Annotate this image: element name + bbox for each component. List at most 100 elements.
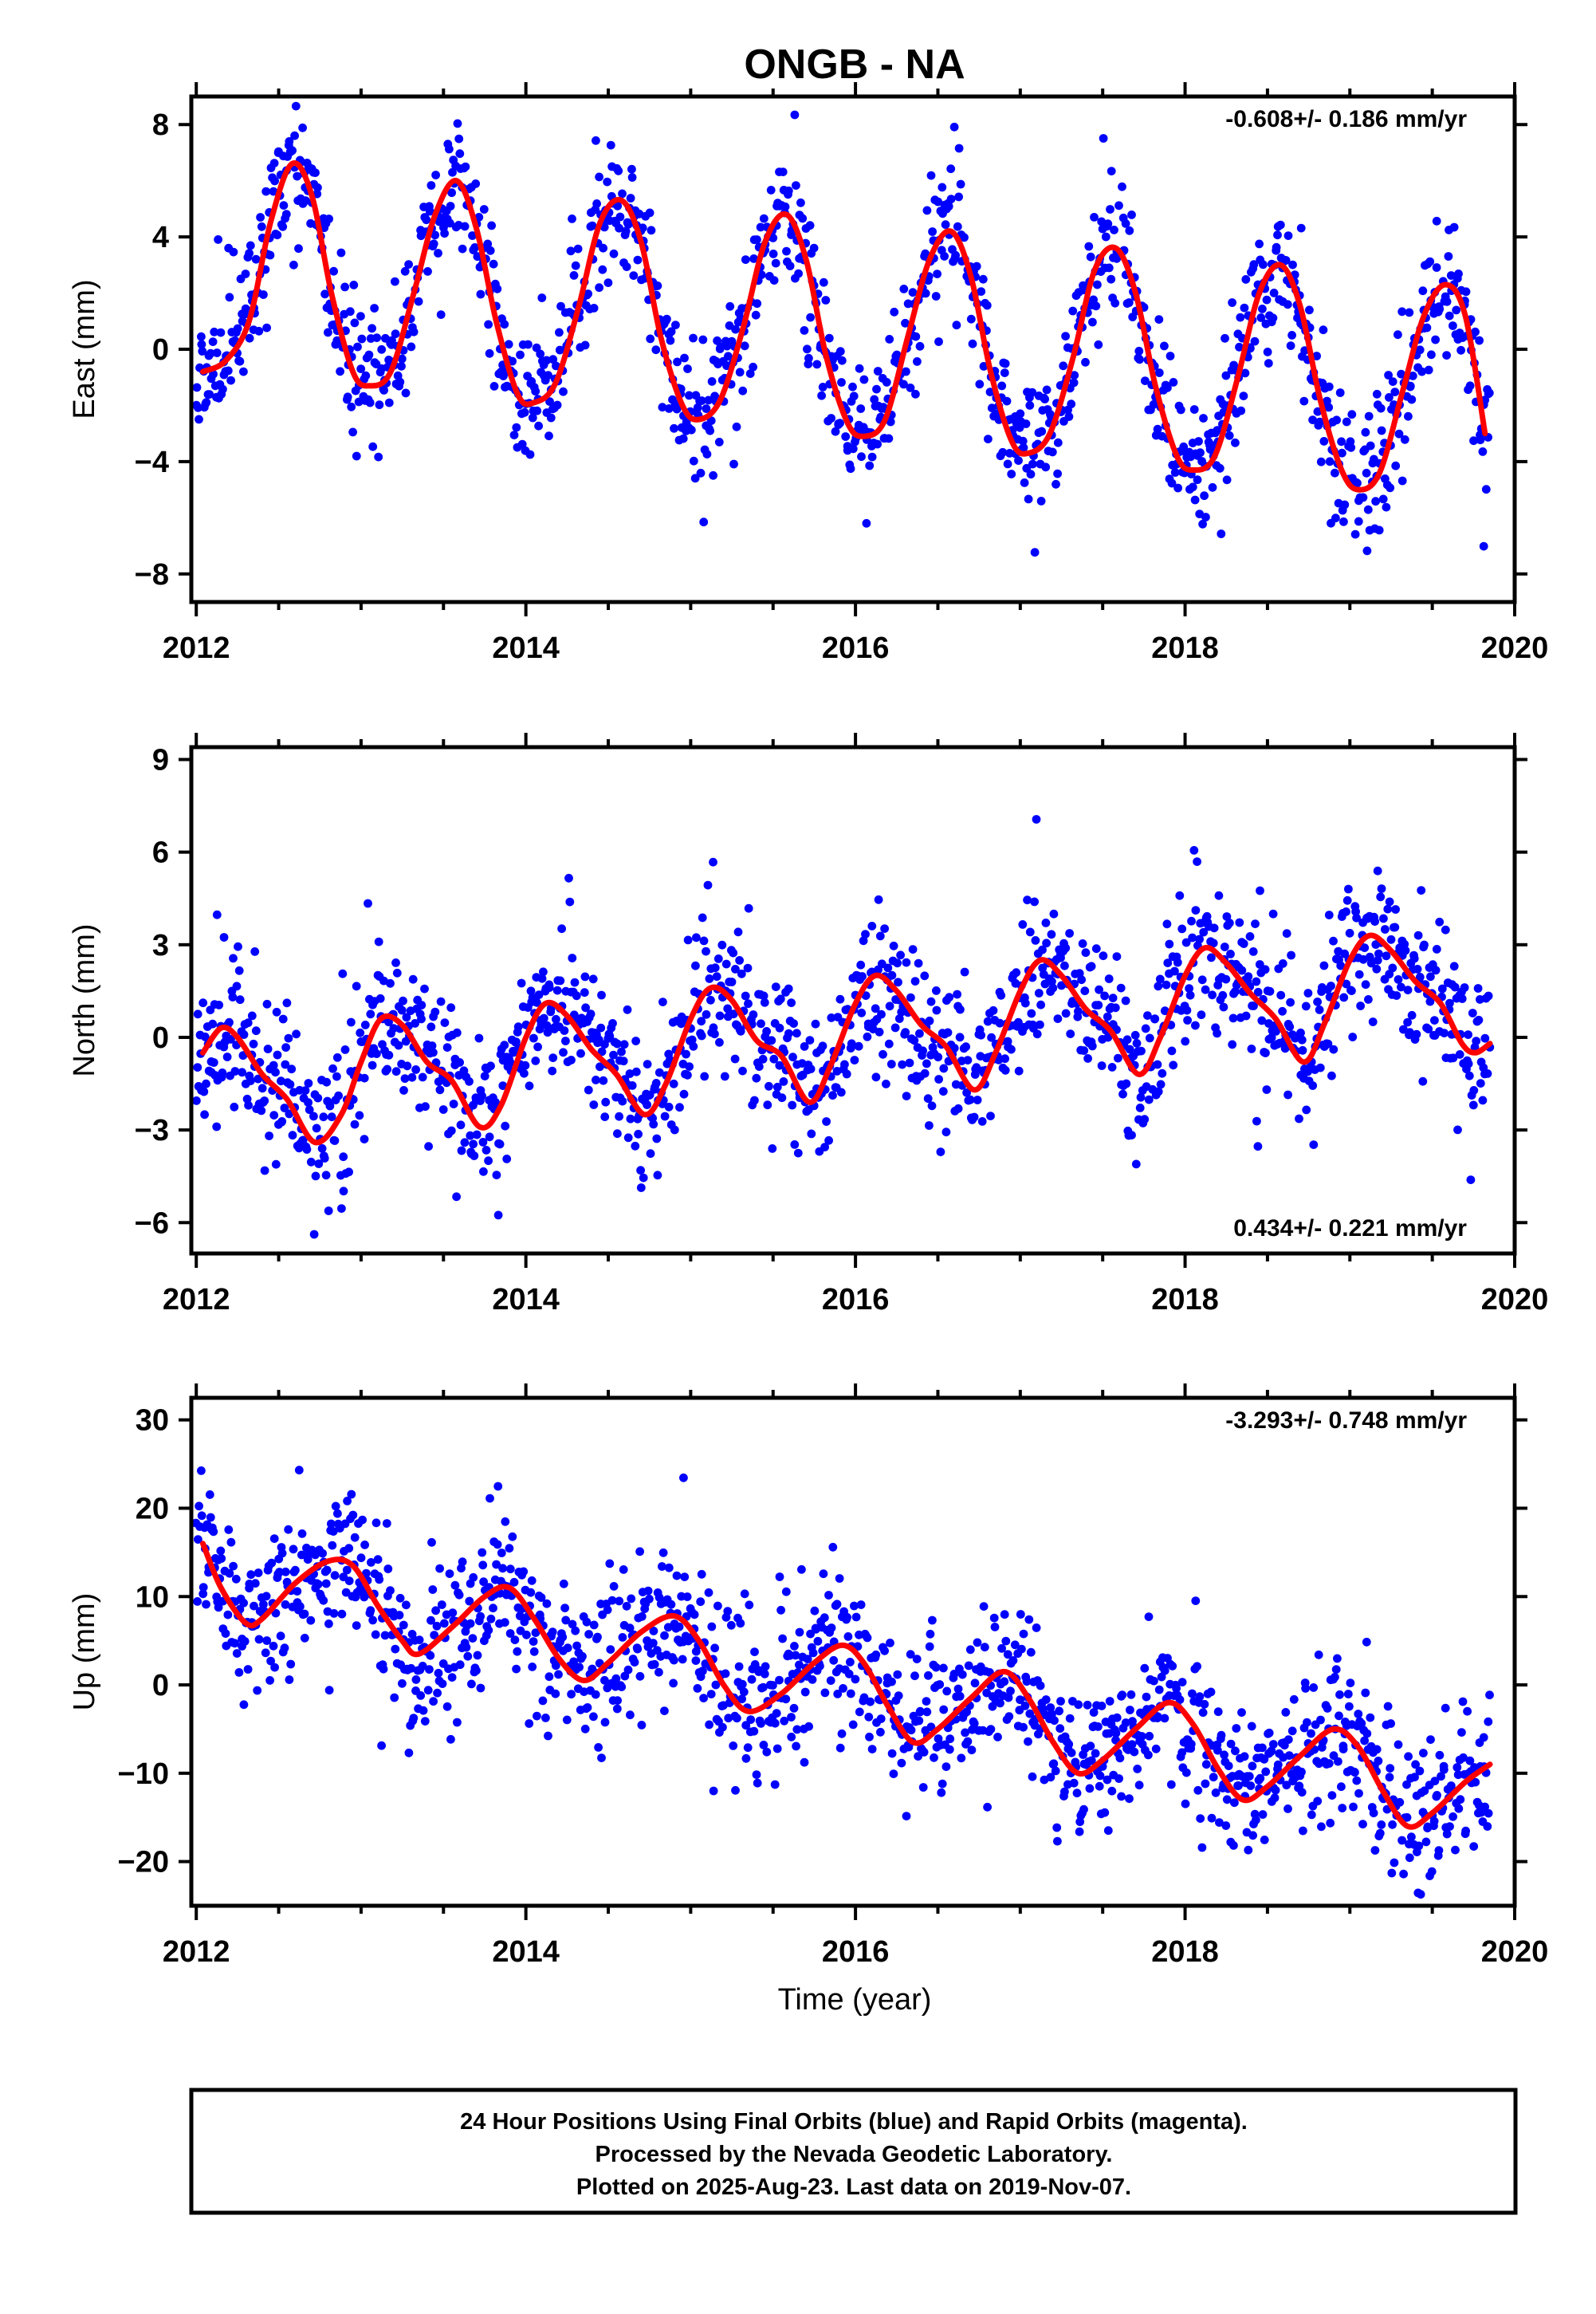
east-data-point xyxy=(1386,483,1395,493)
up-data-point xyxy=(759,1741,769,1749)
east-data-point xyxy=(194,403,202,412)
north-data-point xyxy=(1403,1017,1412,1027)
north-data-point xyxy=(612,1039,622,1049)
north-data-point xyxy=(744,999,753,1009)
up-data-point xyxy=(1008,1656,1018,1665)
north-data-point xyxy=(1032,1029,1042,1039)
east-data-point xyxy=(915,341,925,351)
north-y-tick-label: −3 xyxy=(135,1114,169,1147)
up-data-point xyxy=(915,1706,925,1716)
up-data-point xyxy=(582,1617,592,1627)
north-data-point xyxy=(375,994,385,1003)
up-data-point xyxy=(1006,1686,1015,1696)
up-data-point xyxy=(1010,1640,1020,1650)
north-data-point xyxy=(664,1102,674,1112)
north-data-point xyxy=(842,1069,851,1079)
north-data-point xyxy=(234,966,244,975)
up-data-point xyxy=(704,1588,713,1597)
footer-frame xyxy=(189,2088,1518,2215)
east-data-point xyxy=(846,464,855,474)
east-data-point xyxy=(1259,260,1268,270)
up-data-point xyxy=(837,1729,847,1738)
north-data-point xyxy=(1302,1105,1311,1115)
east-data-point xyxy=(614,166,623,175)
up-data-point xyxy=(368,1615,377,1625)
north-data-point xyxy=(1385,897,1394,907)
up-data-point xyxy=(563,1643,572,1653)
up-data-point xyxy=(578,1651,587,1661)
up-data-point xyxy=(1244,1772,1254,1781)
up-data-point xyxy=(1434,1846,1444,1856)
east-data-point xyxy=(1273,230,1282,240)
north-data-point xyxy=(1466,1175,1476,1184)
north-data-point xyxy=(1077,975,1086,985)
up-data-point xyxy=(682,1592,692,1601)
up-data-point xyxy=(611,1674,621,1683)
up-data-point xyxy=(856,1600,866,1609)
up-data-point xyxy=(1016,1695,1024,1705)
north-data-point xyxy=(997,990,1006,1000)
up-data-point xyxy=(458,1557,467,1567)
north-data-point xyxy=(744,903,753,913)
footer-line-1: 24 Hour Positions Using Final Orbits (bl… xyxy=(460,2109,1248,2135)
east-data-point xyxy=(819,277,828,287)
up-data-point xyxy=(935,1680,945,1689)
north-data-point xyxy=(692,933,701,943)
east-data-point xyxy=(848,444,858,454)
up-data-point xyxy=(939,1663,948,1673)
east-data-point xyxy=(1052,479,1060,489)
up-data-point xyxy=(300,1633,309,1643)
up-data-point xyxy=(637,1721,647,1730)
up-data-point xyxy=(957,1753,966,1763)
east-data-point xyxy=(235,356,245,366)
north-data-point xyxy=(1061,943,1071,953)
north-data-point xyxy=(660,1112,670,1121)
up-data-point xyxy=(348,1510,358,1520)
up-data-point xyxy=(752,1770,761,1780)
east-data-point xyxy=(485,348,494,358)
north-data-point xyxy=(1253,987,1263,997)
north-data-point xyxy=(1474,1015,1484,1025)
north-data-point xyxy=(408,974,418,984)
up-data-point xyxy=(223,1610,233,1619)
up-data-point xyxy=(266,1656,275,1666)
north-data-point xyxy=(805,1036,815,1045)
east-data-point xyxy=(1059,361,1068,371)
north-data-point xyxy=(836,1088,846,1097)
north-data-point xyxy=(1342,979,1351,989)
up-data-point xyxy=(691,1656,701,1666)
north-data-point xyxy=(1127,1131,1136,1139)
east-data-point xyxy=(356,364,366,373)
east-data-point xyxy=(884,434,894,443)
east-y-tick-label: −8 xyxy=(135,558,169,592)
up-data-point xyxy=(863,1633,872,1643)
north-data-point xyxy=(1132,1039,1142,1048)
north-data-point xyxy=(854,1041,863,1051)
east-data-point xyxy=(933,270,941,278)
north-data-point xyxy=(769,1054,779,1064)
north-data-point xyxy=(1435,917,1445,927)
north-data-point xyxy=(446,1003,456,1013)
up-data-point xyxy=(1000,1677,1009,1686)
up-data-point xyxy=(402,1600,411,1610)
east-data-point xyxy=(680,353,689,363)
up-data-point xyxy=(797,1564,806,1574)
up-data-point xyxy=(739,1687,749,1697)
east-data-point xyxy=(239,367,248,376)
up-data-point xyxy=(1001,1636,1011,1646)
north-data-point xyxy=(617,1047,626,1057)
up-data-point xyxy=(1374,1757,1383,1765)
north-data-point xyxy=(1252,977,1261,986)
up-data-point xyxy=(1117,1792,1126,1801)
east-data-point xyxy=(391,329,400,339)
north-data-point xyxy=(639,1173,648,1183)
up-data-point xyxy=(750,1647,759,1657)
east-data-point xyxy=(622,262,631,271)
north-data-point xyxy=(556,976,565,986)
north-data-point xyxy=(1237,966,1247,975)
east-data-point xyxy=(1281,256,1291,265)
up-data-point xyxy=(1256,1773,1265,1783)
north-data-point xyxy=(1225,919,1234,927)
up-data-point xyxy=(736,1619,745,1628)
